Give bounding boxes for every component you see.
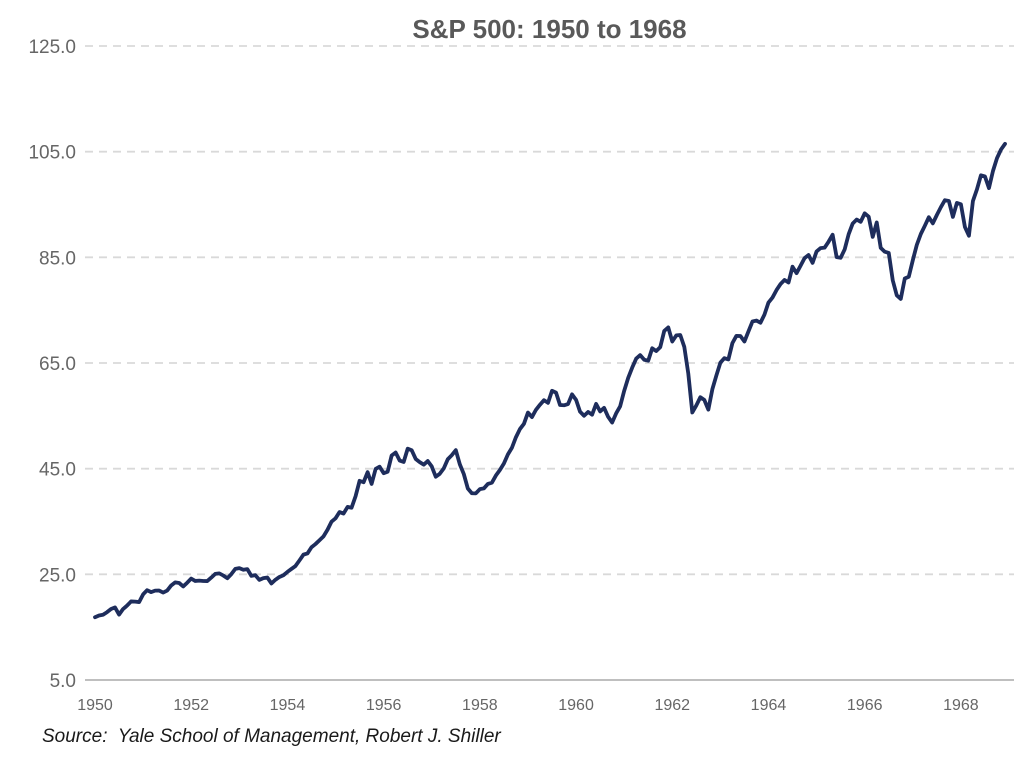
sp500-price-line bbox=[93, 141, 1007, 620]
x-tick-label: 1966 bbox=[847, 697, 883, 714]
x-tick-label: 1962 bbox=[654, 697, 690, 714]
y-tick-label: 65.0 bbox=[39, 354, 76, 375]
x-tick-label: 1954 bbox=[270, 697, 306, 714]
y-tick-label: 125.0 bbox=[28, 37, 76, 58]
x-tick-label: 1952 bbox=[173, 697, 209, 714]
y-tick-label: 25.0 bbox=[39, 565, 76, 586]
x-tick-label: 1956 bbox=[366, 697, 402, 714]
y-tick-label: 45.0 bbox=[39, 460, 76, 481]
x-tick-label: 1968 bbox=[943, 697, 979, 714]
y-tick-label: 5.0 bbox=[50, 671, 76, 692]
y-tick-label: 85.0 bbox=[39, 248, 76, 269]
x-tick-label: 1960 bbox=[558, 697, 594, 714]
source-note: Source: Yale School of Management, Rober… bbox=[42, 726, 501, 747]
y-tick-label: 105.0 bbox=[28, 143, 76, 164]
line-chart-plot-area: 5.0 25.0 45.0 65.0 85.0 105.0 125.0 1950 1952 195… bbox=[28, 37, 1014, 714]
x-tick-label: 1964 bbox=[751, 697, 787, 714]
chart-title: S&P 500: 1950 to 1968 bbox=[412, 14, 687, 44]
x-tick-label: 1958 bbox=[462, 697, 498, 714]
x-tick-label: 1950 bbox=[77, 697, 113, 714]
